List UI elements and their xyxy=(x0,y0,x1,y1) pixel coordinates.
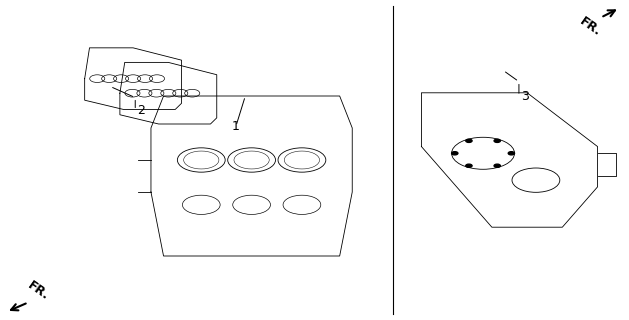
Circle shape xyxy=(452,152,458,155)
Text: 2: 2 xyxy=(137,104,145,117)
Circle shape xyxy=(465,139,472,142)
Circle shape xyxy=(494,139,500,142)
Text: 3: 3 xyxy=(521,90,529,102)
Circle shape xyxy=(508,152,515,155)
Text: FR.: FR. xyxy=(25,278,52,302)
Circle shape xyxy=(494,164,500,167)
Text: FR.: FR. xyxy=(577,14,604,38)
Circle shape xyxy=(465,164,472,167)
Text: 1: 1 xyxy=(232,120,240,133)
